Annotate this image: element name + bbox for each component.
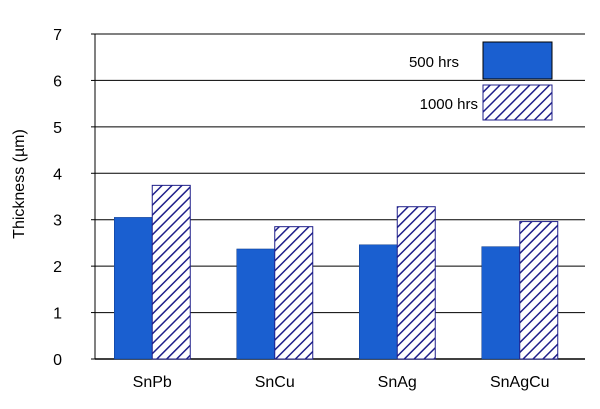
y-tick-label: 3 (53, 213, 62, 230)
x-axis-labels: SnPb SnCu SnAg SnAgCu (133, 374, 550, 391)
x-tick-label: SnCu (255, 374, 295, 391)
x-tick-label: SnAgCu (490, 374, 550, 391)
bar-snag-1000hrs (396, 206, 436, 360)
y-axis-label: Thickness (µm) (11, 129, 28, 239)
bar-snpb-500hrs (114, 217, 153, 360)
y-tick-label: 4 (53, 166, 62, 183)
bar-snagcu-500hrs (481, 246, 520, 360)
legend: 500 hrs 1000 hrs (409, 41, 553, 121)
y-tick-label: 2 (53, 259, 62, 276)
bar-sncu-500hrs (236, 248, 275, 360)
y-tick-label: 1 (53, 306, 62, 323)
y-tick-label: 5 (53, 120, 62, 137)
bar-snpb-1000hrs (151, 184, 191, 360)
x-tick-label: SnAg (378, 374, 417, 391)
bar-snagcu-1000hrs (519, 221, 559, 360)
legend-swatch-500hrs (482, 41, 553, 80)
x-tick-label: SnPb (133, 374, 172, 391)
bars (114, 184, 559, 360)
legend-label-1000hrs: 1000 hrs (420, 96, 478, 113)
bar-snag-500hrs (359, 244, 398, 360)
y-tick-label: 6 (53, 73, 62, 90)
bar-sncu-1000hrs (274, 226, 314, 360)
y-tick-label: 0 (53, 352, 62, 369)
y-tick-label: 7 (53, 27, 62, 44)
legend-label-500hrs: 500 hrs (409, 54, 459, 71)
legend-swatch-1000hrs (482, 84, 553, 121)
